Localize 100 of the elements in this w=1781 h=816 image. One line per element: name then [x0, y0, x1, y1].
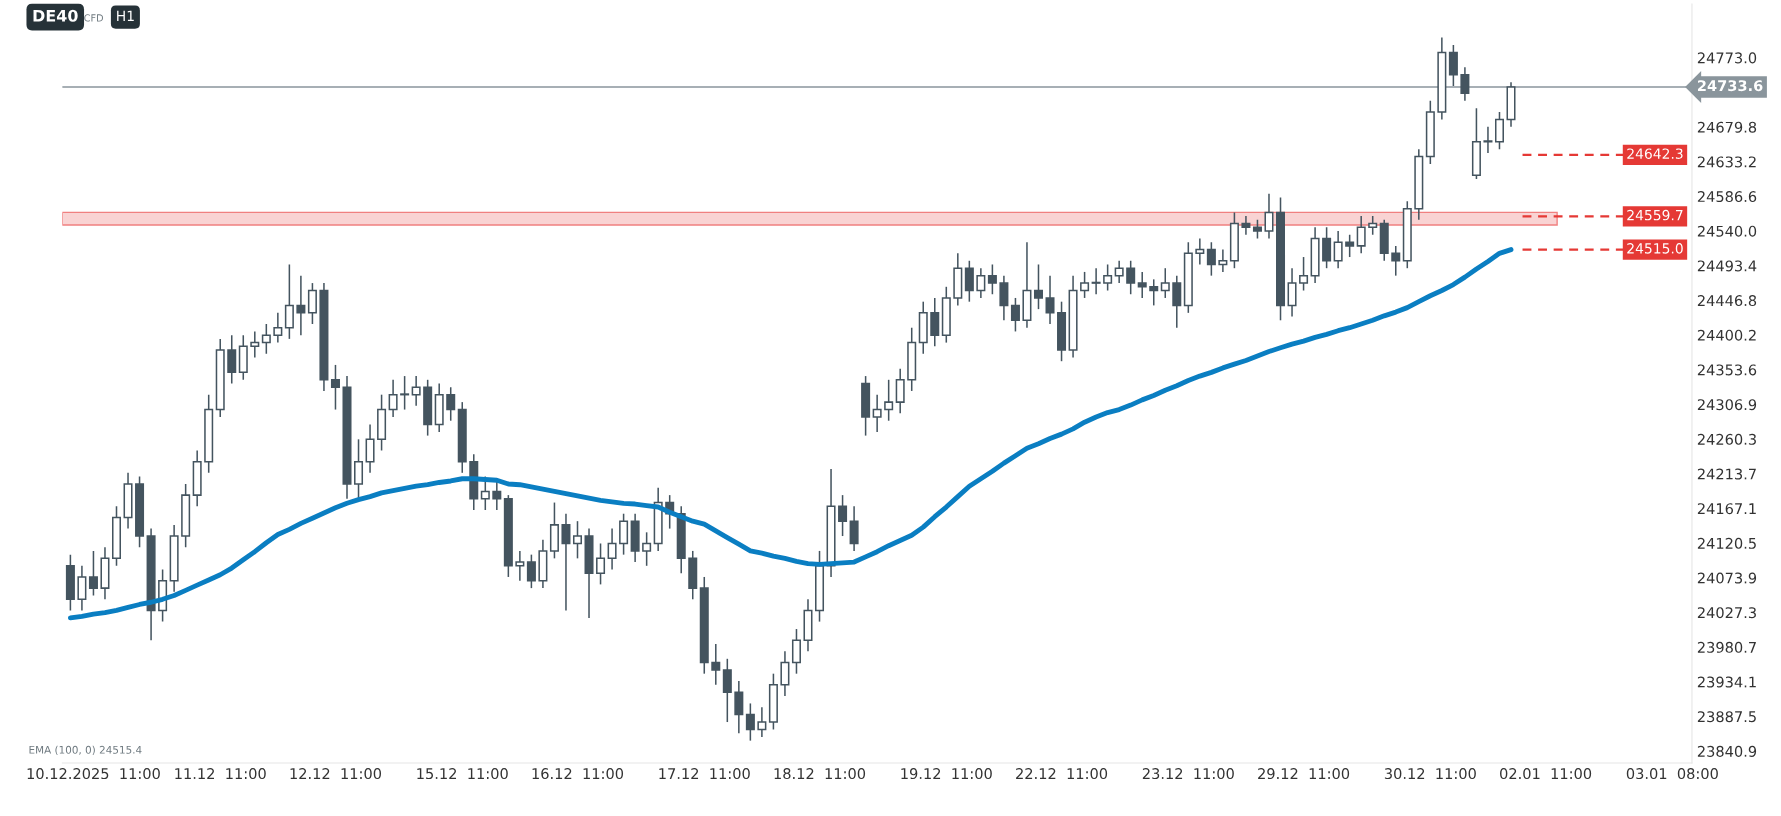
- x-tick-label: 10.12.2025 11:00: [27, 768, 160, 780]
- candlestick: [734, 680, 744, 734]
- x-tick-label: 30.12 11:00: [1384, 768, 1476, 780]
- candlestick: [526, 553, 536, 589]
- x-tick-label: 03.01 08:00: [1626, 768, 1718, 780]
- y-tick-label: 24027.3: [1697, 607, 1756, 619]
- candlestick: [976, 267, 986, 299]
- candlestick: [1264, 193, 1274, 240]
- candlestick: [1322, 226, 1332, 269]
- candlestick: [1460, 66, 1470, 102]
- annotation: H1: [117, 10, 134, 21]
- candlestick: [1126, 259, 1136, 296]
- candlestick: [596, 542, 606, 586]
- y-tick-label: 24679.8: [1697, 121, 1757, 133]
- candlestick: [999, 274, 1009, 322]
- candlestick: [1299, 256, 1309, 292]
- candlestick: [1494, 111, 1504, 150]
- candlestick: [1010, 297, 1020, 333]
- candlestick: [930, 297, 940, 348]
- candlestick: [446, 386, 456, 422]
- candlestick: [1391, 245, 1401, 277]
- candlestick: [1252, 219, 1262, 240]
- line-series: [67, 247, 1514, 621]
- candlestick: [607, 527, 617, 571]
- candlestick: [1368, 215, 1378, 236]
- y-tick-label: 24773.0: [1697, 52, 1757, 64]
- candlestick: [964, 259, 974, 303]
- text: CFD: [84, 14, 103, 22]
- candlestick: [1137, 271, 1147, 299]
- x-tick-label: 12.12 11:00: [290, 768, 382, 780]
- candlestick: [330, 364, 340, 411]
- candlestick: [1356, 215, 1366, 255]
- ref-line-label: 24515.0: [1627, 243, 1683, 254]
- y-tick-label: 24073.9: [1697, 572, 1757, 584]
- y-tick-label: 23840.9: [1697, 745, 1757, 757]
- candlestick: [1483, 126, 1493, 154]
- y-tick-label: 23980.7: [1697, 641, 1756, 653]
- candlestick: [561, 512, 571, 612]
- x-tick-label: 16.12 11:00: [532, 768, 624, 780]
- candlestick: [791, 628, 801, 675]
- candlestick: [88, 550, 98, 597]
- x-tick-label: 18.12 11:00: [774, 768, 866, 780]
- candlestick: [757, 706, 767, 738]
- candlestick: [296, 274, 306, 336]
- candlestick: [1149, 278, 1159, 307]
- candlestick: [1218, 248, 1228, 273]
- candlestick: [1195, 237, 1205, 266]
- candlestick: [711, 643, 721, 686]
- candlestick: [1345, 233, 1355, 258]
- x-tick-label: 22.12 11:00: [1016, 768, 1108, 780]
- y-tick-label: 24540.0: [1697, 225, 1757, 237]
- x-tick-label: 17.12 11:00: [659, 768, 750, 780]
- candlestick: [987, 263, 997, 296]
- candlestick: [1172, 274, 1182, 329]
- candlestick: [77, 565, 87, 612]
- annotation: EMA (100, 0) 24515.4: [29, 745, 142, 755]
- candlestick: [400, 375, 410, 411]
- y-tick-label: 24213.7: [1697, 468, 1756, 480]
- y-tick-label: 24260.3: [1697, 433, 1756, 445]
- x-tick-label: 11.12 11:00: [175, 768, 266, 780]
- candlestick: [365, 423, 375, 474]
- candlestick: [1045, 274, 1055, 325]
- candlestick: [515, 550, 525, 582]
- y-tick-label: 24446.8: [1697, 295, 1757, 307]
- candlestick: [1091, 267, 1101, 296]
- candlestick: [1114, 259, 1124, 284]
- candlestick: [1080, 271, 1090, 299]
- candlestick: [619, 512, 629, 556]
- candlestick: [722, 658, 732, 723]
- candlestick: [1160, 267, 1170, 299]
- candlestick: [250, 330, 260, 359]
- ref-line-label: 24642.3: [1627, 148, 1683, 159]
- candlestick: [307, 282, 317, 325]
- candlestick: [780, 650, 790, 697]
- candlestick: [227, 334, 237, 385]
- y-tick-label: 24353.6: [1697, 364, 1757, 376]
- candlestick: [1033, 263, 1044, 310]
- candlestick: [1287, 267, 1297, 318]
- candlestick: [273, 312, 283, 344]
- y-tick-label: 24167.1: [1697, 503, 1756, 515]
- x-tick-label: 19.12 11:00: [901, 768, 992, 780]
- candlestick: [388, 379, 398, 418]
- candlestick: [1206, 241, 1216, 277]
- candlestick: [642, 531, 652, 567]
- candlestick: [411, 375, 421, 407]
- y-tick-label: 23934.1: [1697, 676, 1756, 688]
- y-tick-label: 24633.2: [1697, 156, 1756, 168]
- candlestick: [838, 494, 848, 537]
- y-tick-label: 24400.2: [1697, 329, 1756, 341]
- x-tick-label: 23.12 11:00: [1142, 768, 1234, 780]
- candlestick: [354, 438, 364, 500]
- candlestick: [1103, 263, 1113, 292]
- y-tick-label: 24586.6: [1697, 191, 1757, 203]
- candlestick: [745, 702, 755, 742]
- ref-line-label: 24559.7: [1627, 209, 1683, 221]
- candlestick: [284, 263, 294, 340]
- ref-line-label: 24733.6: [1697, 80, 1763, 92]
- candlestick: [895, 367, 905, 415]
- y-tick-label: 23887.5: [1697, 711, 1756, 723]
- candlestick: [1448, 44, 1458, 87]
